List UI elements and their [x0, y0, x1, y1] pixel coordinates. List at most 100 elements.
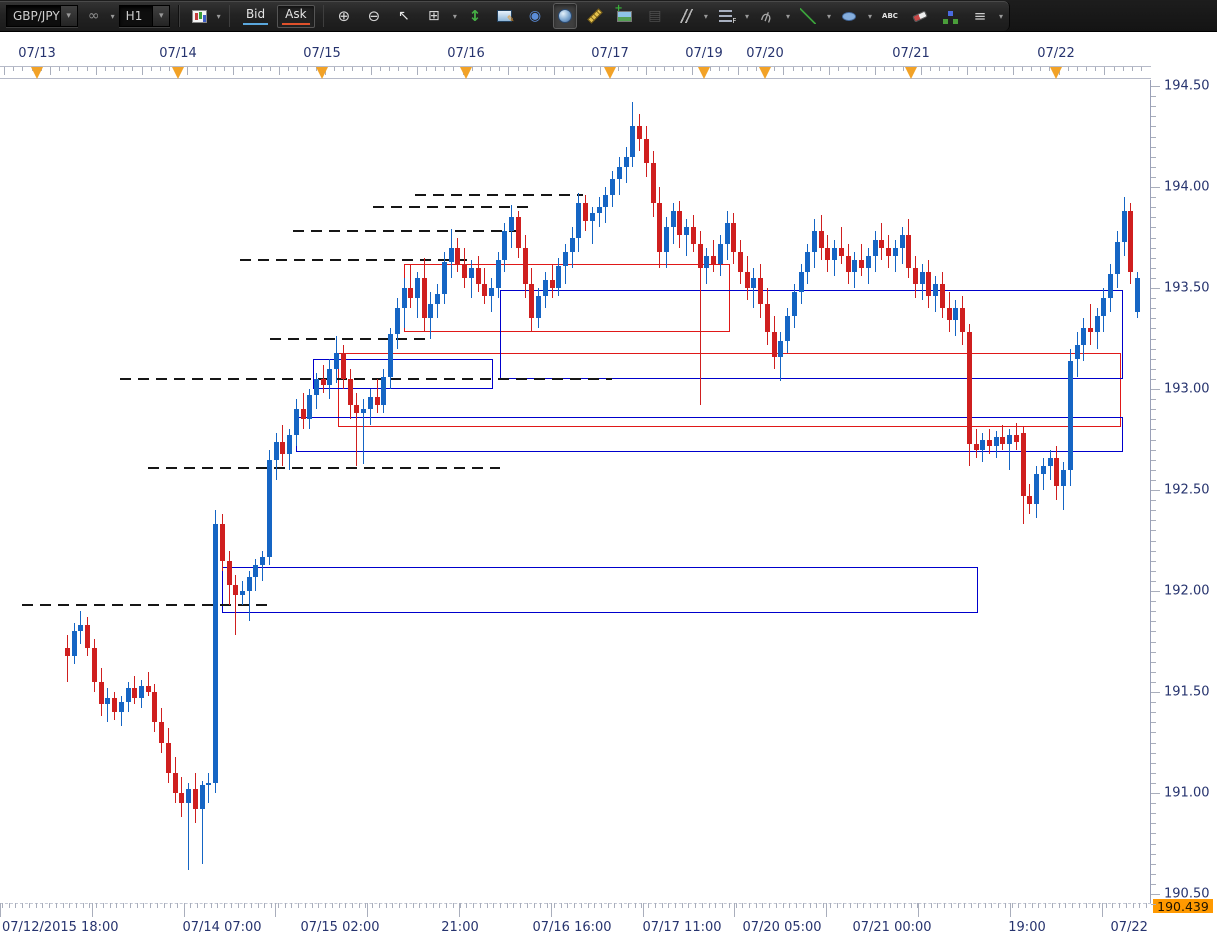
chevron-down-icon[interactable]: ▾: [999, 11, 1004, 21]
chart-area[interactable]: 07/13 07/14 07/15 07/16 07/17 07/19 07/20 07/21…: [0, 32, 1217, 940]
horizontal-dashed-line[interactable]: [293, 230, 523, 232]
candle: [327, 369, 332, 385]
chevron-down-icon[interactable]: ▾: [59, 6, 77, 26]
eraser-tool-button[interactable]: [908, 3, 932, 29]
chevron-down-icon[interactable]: ▾: [152, 6, 170, 26]
link-charts-button[interactable]: [82, 3, 106, 29]
horizontal-dashed-line[interactable]: [120, 378, 612, 380]
ask-underline: [282, 22, 310, 25]
tick: [137, 903, 138, 908]
tick: [843, 903, 844, 908]
tick: [762, 903, 763, 908]
time-axis[interactable]: 07/12/2015 18:00 07/14 07:00 07/15 02:00 21…: [0, 903, 1217, 940]
horizontal-dashed-line[interactable]: [22, 604, 270, 606]
price-axis[interactable]: 190.439 194.50 194.00 193.50 193.00 192.50 19…: [1151, 32, 1217, 940]
chart-type-button[interactable]: [188, 3, 212, 29]
chevron-down-icon[interactable]: ▾: [744, 11, 749, 21]
candle: [206, 783, 211, 785]
chevron-down-icon[interactable]: ▾: [452, 11, 457, 21]
tick: [87, 67, 88, 71]
ask-button[interactable]: Ask: [277, 4, 315, 28]
candle-wick: [686, 219, 687, 256]
session-marker-icon: [698, 67, 710, 79]
chevron-down-icon[interactable]: ▾: [826, 11, 831, 21]
tick: [1151, 672, 1156, 673]
horizontal-dashed-line[interactable]: [373, 206, 530, 208]
plot-area[interactable]: [0, 80, 1151, 903]
tick: [339, 903, 340, 908]
tick: [1151, 167, 1156, 168]
chevron-down-icon[interactable]: ▾: [110, 11, 115, 21]
add-image-button[interactable]: [613, 3, 637, 29]
zoom-out-button[interactable]: [362, 3, 386, 29]
tick: [1106, 903, 1107, 908]
tick: [547, 903, 548, 908]
auto-refresh-button[interactable]: [523, 3, 547, 29]
horizontal-dashed-line[interactable]: [240, 259, 473, 261]
fibonacci-tool-button[interactable]: [714, 3, 738, 29]
fit-vertical-button[interactable]: [463, 3, 487, 29]
tick: [466, 903, 467, 908]
text-tool-button[interactable]: [878, 3, 902, 29]
chart-settings-button[interactable]: [493, 3, 517, 29]
candle: [152, 692, 157, 722]
polyline-tool-button[interactable]: [673, 3, 697, 29]
horizontal-dashed-line[interactable]: [415, 194, 583, 196]
tick: [460, 903, 461, 908]
symbol-select[interactable]: GBP/JPY ▾: [6, 5, 78, 27]
demand-zone[interactable]: [500, 290, 1123, 379]
tick: [453, 903, 454, 908]
candle: [442, 262, 447, 294]
chevron-down-icon[interactable]: ▾: [867, 11, 872, 21]
tick: [490, 67, 491, 71]
tick: [1151, 490, 1160, 491]
pointer-tool-button[interactable]: [392, 3, 416, 29]
zoom-in-button[interactable]: [332, 3, 356, 29]
candle: [960, 308, 965, 332]
candle: [637, 126, 642, 139]
trendline-tool-button[interactable]: [796, 3, 820, 29]
demand-zone[interactable]: [222, 567, 978, 613]
demand-zone[interactable]: [296, 417, 1123, 452]
demand-zone[interactable]: [313, 359, 493, 389]
tick: [4, 67, 5, 75]
ellipse-tool-button[interactable]: [837, 3, 861, 29]
candle: [267, 460, 272, 557]
tick: [734, 903, 735, 917]
bid-button[interactable]: Bid: [238, 5, 273, 28]
object-tree-button[interactable]: [938, 3, 962, 29]
candle: [502, 231, 507, 260]
tick: [1114, 67, 1115, 71]
chevron-down-icon[interactable]: ▾: [785, 11, 790, 21]
tick: [1151, 409, 1156, 410]
date-label: 07/20: [746, 46, 784, 61]
chevron-down-icon[interactable]: ▾: [216, 11, 221, 21]
tick: [386, 903, 387, 908]
tick: [197, 903, 198, 908]
tick: [59, 67, 60, 71]
timeframe-select[interactable]: H1 ▾: [118, 5, 171, 27]
candle: [967, 332, 972, 444]
ruler-tool-button[interactable]: [583, 3, 607, 29]
tick: [1151, 682, 1156, 683]
tick: [1086, 903, 1087, 908]
tick: [288, 67, 289, 71]
tick: [662, 903, 663, 908]
date-label: 07/13: [18, 46, 56, 61]
layers-button[interactable]: [643, 3, 667, 29]
chevron-down-icon[interactable]: ▾: [703, 11, 708, 21]
tick: [1151, 591, 1160, 592]
pitchfork-tool-button[interactable]: [755, 3, 779, 29]
objects-list-button[interactable]: [968, 3, 992, 29]
supply-zone[interactable]: [338, 353, 1121, 427]
candle: [792, 292, 797, 316]
top-ruler[interactable]: [0, 66, 1151, 79]
tick: [1151, 702, 1156, 703]
horizontal-dashed-line[interactable]: [148, 467, 500, 469]
candle-wick: [67, 635, 68, 682]
horizontal-dashed-line[interactable]: [270, 338, 425, 340]
candle: [570, 238, 575, 252]
web-sync-button[interactable]: [552, 3, 577, 29]
box-zoom-button[interactable]: [422, 3, 446, 29]
candle: [294, 409, 299, 435]
